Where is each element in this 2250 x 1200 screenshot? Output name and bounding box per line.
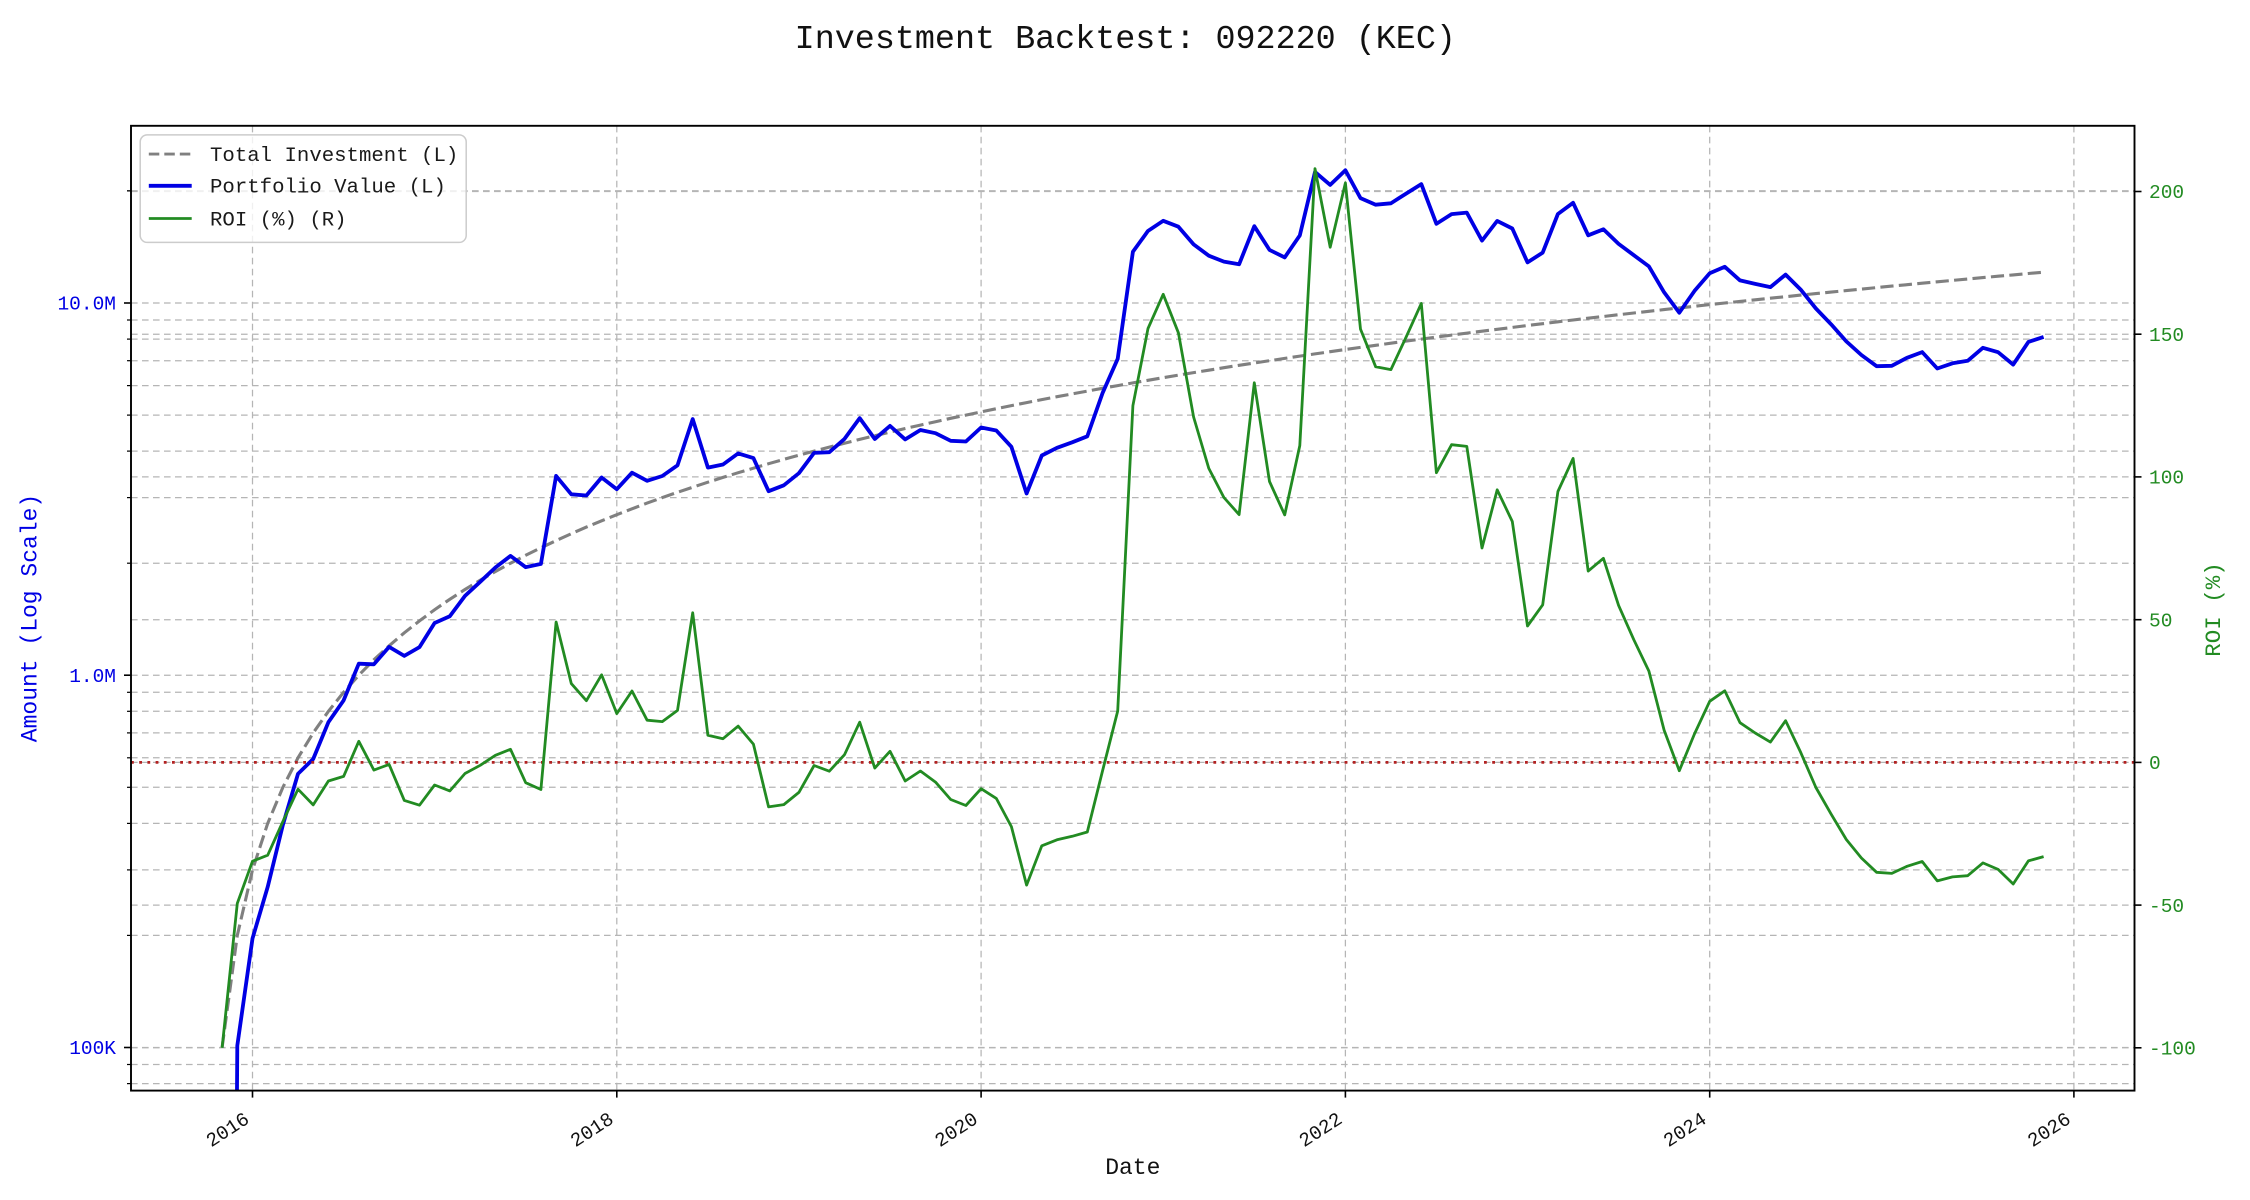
svg-text:100K: 100K	[69, 1038, 116, 1060]
svg-text:ROI (%): ROI (%)	[2201, 562, 2227, 657]
svg-text:200: 200	[2149, 182, 2184, 204]
svg-text:1.0M: 1.0M	[69, 666, 116, 688]
svg-text:Investment Backtest: 092220 (K: Investment Backtest: 092220 (KEC)	[795, 21, 1456, 59]
svg-text:100: 100	[2149, 468, 2184, 490]
svg-text:Date: Date	[1105, 1155, 1160, 1181]
svg-text:Total Investment (L): Total Investment (L)	[210, 145, 458, 168]
svg-text:150: 150	[2149, 325, 2184, 347]
svg-text:ROI (%) (R): ROI (%) (R)	[210, 209, 347, 232]
svg-text:Portfolio Value (L): Portfolio Value (L)	[210, 177, 446, 200]
svg-text:Amount (Log Scale): Amount (Log Scale)	[18, 494, 44, 742]
svg-text:10.0M: 10.0M	[57, 294, 116, 316]
svg-text:50: 50	[2149, 610, 2172, 632]
svg-text:-100: -100	[2149, 1039, 2196, 1061]
svg-text:-50: -50	[2149, 896, 2184, 918]
svg-text:0: 0	[2149, 753, 2161, 775]
